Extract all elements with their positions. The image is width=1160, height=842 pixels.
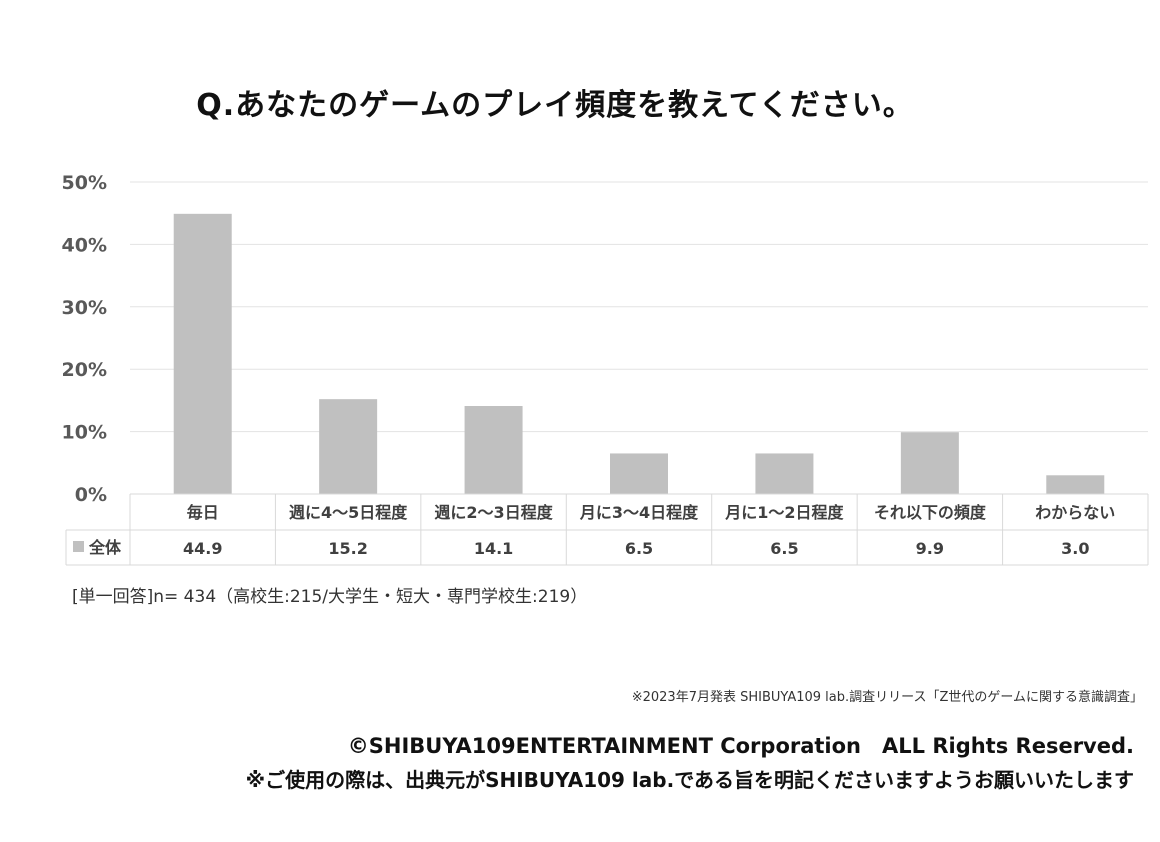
usage-notice: ※ご使用の際は、出典元がSHIBUYA109 lab.である旨を明記くださいます… (245, 768, 1134, 792)
sample-note: [単一回答]n= 434（高校生:215/大学生・短大・専門学校生:219） (72, 587, 588, 607)
y-tick-label: 40% (62, 234, 107, 256)
legend-key (73, 541, 84, 552)
data-label: 14.1 (474, 539, 513, 558)
y-tick-label: 30% (62, 297, 107, 319)
y-tick-label: 0% (75, 484, 107, 506)
y-tick-label: 20% (62, 359, 107, 381)
category-label: 週に4〜5日程度 (289, 503, 408, 522)
series-name: 全体 (88, 538, 122, 557)
category-label: 月に3〜4日程度 (579, 503, 699, 522)
category-label: 週に2〜3日程度 (434, 503, 553, 522)
bar (755, 453, 814, 494)
data-label: 15.2 (328, 539, 367, 558)
data-label: 6.5 (770, 539, 798, 558)
bar (1046, 475, 1105, 494)
copyright-text: ©SHIBUYA109ENTERTAINMENT Corporation ALL… (347, 734, 1134, 758)
data-label: 6.5 (625, 539, 653, 558)
bar (319, 399, 378, 494)
category-label: それ以下の頻度 (874, 503, 987, 522)
y-tick-label: 50% (62, 172, 107, 194)
category-label: わからない (1035, 503, 1115, 522)
y-tick-label: 10% (62, 422, 107, 444)
data-label: 9.9 (916, 539, 944, 558)
bar (610, 453, 668, 494)
category-label: 毎日 (187, 503, 219, 522)
bar (900, 432, 959, 494)
data-label: 3.0 (1061, 539, 1089, 558)
chart-title: Q.あなたのゲームのプレイ頻度を教えてください。 (196, 88, 914, 123)
bar (464, 406, 523, 494)
bar (173, 213, 232, 494)
source-note: ※2023年7月発表 SHIBUYA109 lab.調査リリース「Z世代のゲーム… (631, 690, 1143, 705)
category-label: 月に1〜2日程度 (724, 503, 844, 522)
data-label: 44.9 (183, 539, 222, 558)
